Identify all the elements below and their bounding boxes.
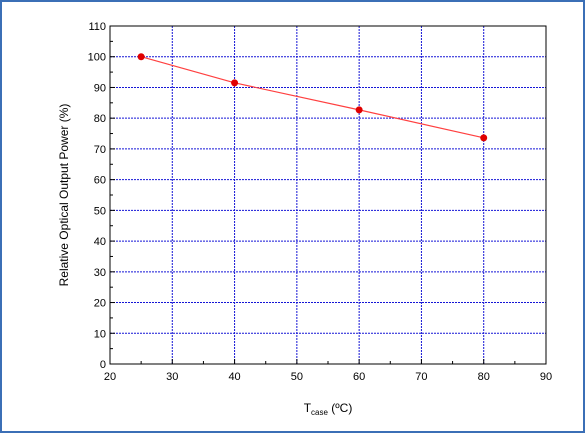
data-point: [480, 134, 488, 142]
data-point: [137, 53, 145, 61]
y-tick-label: 40: [94, 236, 106, 248]
x-tick-label: 60: [353, 371, 365, 383]
y-tick-label: 30: [94, 267, 106, 279]
series-line: [140, 56, 484, 139]
x-tick-label: 20: [104, 371, 116, 383]
y-tick-label: 60: [94, 175, 106, 187]
x-axis-label-main: T: [304, 401, 312, 415]
y-tick-label: 0: [100, 359, 106, 371]
ticks: 20 30 40 50 60 70 80 90 0 10 20 30 40 50 60 70 80 90 100 11…: [88, 21, 552, 383]
y-tick-label: 50: [94, 205, 106, 217]
y-tick-label: 70: [94, 144, 106, 156]
x-axis-label: Tcase (ºC): [304, 401, 353, 417]
x-tick-label: 70: [415, 371, 427, 383]
x-axis-label-unit: (ºC): [328, 401, 352, 415]
x-tick-label: 30: [166, 371, 178, 383]
y-tick-label: 20: [94, 298, 106, 310]
x-tick-label: 50: [291, 371, 303, 383]
data-point: [355, 106, 363, 114]
y-tick-label: 90: [94, 82, 106, 94]
y-axis-label: Relative Optical Output Power (%): [57, 104, 71, 287]
data-point: [231, 79, 239, 87]
y-tick-label: 10: [94, 328, 106, 340]
plot-border: [109, 25, 547, 365]
grid: [110, 26, 546, 364]
x-axis-label-subscript: case: [311, 408, 328, 417]
y-tick-label: 110: [88, 21, 106, 33]
series: [137, 53, 488, 142]
x-tick-label: 40: [228, 371, 240, 383]
x-tick-label: 90: [540, 371, 552, 383]
y-tick-label: 100: [88, 52, 106, 64]
x-tick-label: 80: [478, 371, 490, 383]
y-tick-label: 80: [94, 113, 106, 125]
